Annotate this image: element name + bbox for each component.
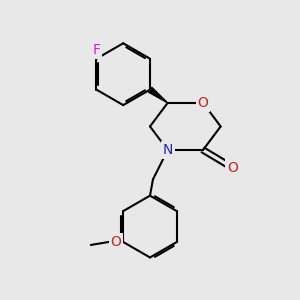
Text: O: O xyxy=(110,235,121,249)
Text: O: O xyxy=(198,96,208,110)
Text: F: F xyxy=(92,44,101,58)
Text: O: O xyxy=(227,161,238,175)
Text: N: N xyxy=(163,143,173,157)
Polygon shape xyxy=(148,87,168,103)
